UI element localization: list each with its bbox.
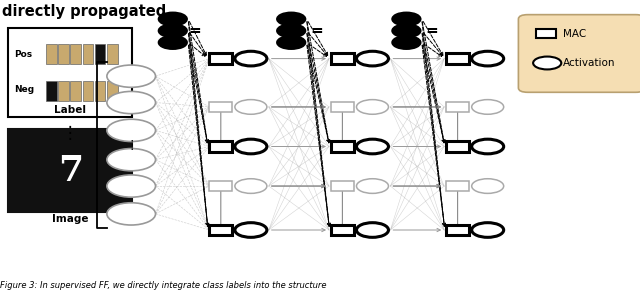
Bar	[209, 225, 232, 235]
Text: ⋮: ⋮	[125, 139, 138, 151]
Text: =: =	[426, 23, 438, 38]
Bar	[446, 102, 469, 112]
Bar	[107, 81, 118, 101]
Circle shape	[472, 223, 504, 237]
Bar	[83, 44, 93, 64]
Circle shape	[159, 13, 187, 25]
Circle shape	[107, 119, 156, 142]
Circle shape	[235, 100, 267, 114]
Text: MAC: MAC	[563, 29, 586, 39]
Text: Activation: Activation	[563, 58, 616, 68]
Circle shape	[107, 65, 156, 87]
Circle shape	[107, 203, 156, 225]
Bar	[331, 141, 354, 152]
Circle shape	[533, 57, 561, 69]
Bar	[58, 44, 69, 64]
Bar	[107, 44, 118, 64]
Circle shape	[159, 36, 187, 49]
Bar	[209, 141, 232, 152]
Text: Figure 3: In supervised FF, we directly integrate class labels into the structur: Figure 3: In supervised FF, we directly …	[0, 281, 326, 290]
Circle shape	[356, 179, 388, 193]
Circle shape	[472, 100, 504, 114]
Circle shape	[472, 51, 504, 66]
Bar	[8, 129, 132, 212]
Bar	[446, 141, 469, 152]
Circle shape	[235, 179, 267, 193]
Circle shape	[356, 139, 388, 154]
Bar	[58, 81, 69, 101]
Circle shape	[277, 24, 305, 37]
Circle shape	[392, 13, 420, 25]
Bar	[446, 181, 469, 191]
Text: Pos: Pos	[14, 50, 32, 59]
Bar	[331, 53, 354, 64]
Circle shape	[472, 179, 504, 193]
Bar	[95, 81, 106, 101]
Bar	[70, 44, 81, 64]
Circle shape	[392, 24, 420, 37]
Text: Neg: Neg	[14, 85, 34, 94]
Bar	[446, 225, 469, 235]
Bar	[46, 44, 57, 64]
Bar	[331, 225, 354, 235]
Bar	[209, 53, 232, 64]
Bar	[331, 181, 354, 191]
Bar	[46, 81, 57, 101]
Circle shape	[356, 223, 388, 237]
Bar	[209, 181, 232, 191]
Text: =: =	[310, 23, 323, 38]
Circle shape	[472, 139, 504, 154]
Circle shape	[107, 149, 156, 171]
Circle shape	[277, 36, 305, 49]
Text: Label: Label	[54, 105, 86, 115]
Text: =: =	[189, 23, 202, 38]
Circle shape	[277, 13, 305, 25]
Circle shape	[159, 24, 187, 37]
Bar	[209, 102, 232, 112]
Circle shape	[235, 51, 267, 66]
Text: Image: Image	[52, 214, 89, 224]
Circle shape	[356, 51, 388, 66]
Circle shape	[235, 223, 267, 237]
Bar	[70, 81, 81, 101]
Circle shape	[107, 175, 156, 197]
Circle shape	[356, 100, 388, 114]
FancyBboxPatch shape	[518, 15, 640, 92]
Circle shape	[235, 139, 267, 154]
Text: ⋮: ⋮	[62, 124, 79, 142]
Bar	[331, 102, 354, 112]
Bar	[95, 44, 106, 64]
Bar	[83, 81, 93, 101]
Circle shape	[392, 36, 420, 49]
Circle shape	[107, 91, 156, 114]
Text: 7: 7	[58, 154, 83, 188]
Bar	[8, 28, 132, 117]
Bar	[536, 29, 556, 38]
Bar	[446, 53, 469, 64]
Text: directly propagated.: directly propagated.	[2, 4, 172, 19]
